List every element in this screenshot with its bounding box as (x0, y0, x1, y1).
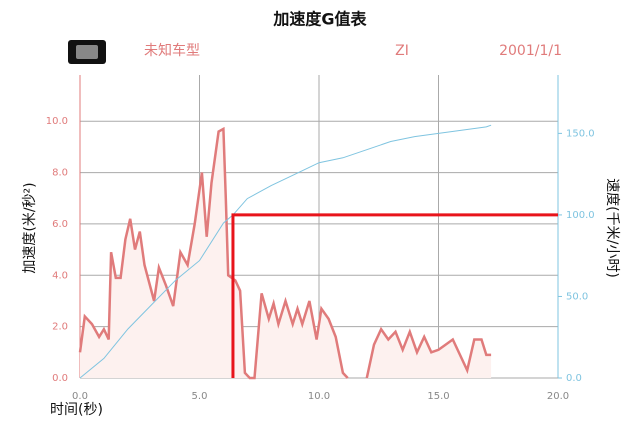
y-tick-label: 6.0 (52, 219, 68, 230)
car-variant: ZI (395, 43, 409, 59)
x-tick-label: 20.0 (547, 391, 569, 402)
x-tick-label: 5.0 (192, 391, 208, 402)
y-tick-label: 4.0 (52, 270, 68, 281)
test-date: 2001/1/1 (499, 43, 562, 59)
y2-tick-label: 0.0 (566, 373, 582, 384)
series-line (79, 124, 492, 379)
y2-tick-label: 50.0 (566, 291, 588, 302)
y2-axis-label: 速度(千米/小时) (604, 178, 620, 278)
series-line (78, 126, 492, 380)
y-tick-label: 0.0 (52, 373, 68, 384)
x-tick-label: 0.0 (72, 391, 88, 402)
y-tick-label: 2.0 (52, 322, 68, 333)
y2-tick-label: 100.0 (566, 210, 595, 221)
car-icon (68, 40, 106, 64)
car-model: 未知车型 (144, 42, 200, 59)
x-tick-label: 15.0 (427, 391, 449, 402)
chart-title: 加速度G值表 (272, 10, 367, 29)
series-area (80, 128, 492, 378)
y-tick-label: 10.0 (46, 116, 68, 127)
y-axis-label: 加速度(米/秒²) (22, 182, 38, 273)
y-tick-label: 8.0 (52, 168, 68, 179)
zero-to-100-marker (231, 213, 558, 378)
x-axis-label: 时间(秒) (50, 402, 103, 418)
x-tick-label: 10.0 (308, 391, 330, 402)
y2-tick-label: 150.0 (566, 128, 595, 139)
